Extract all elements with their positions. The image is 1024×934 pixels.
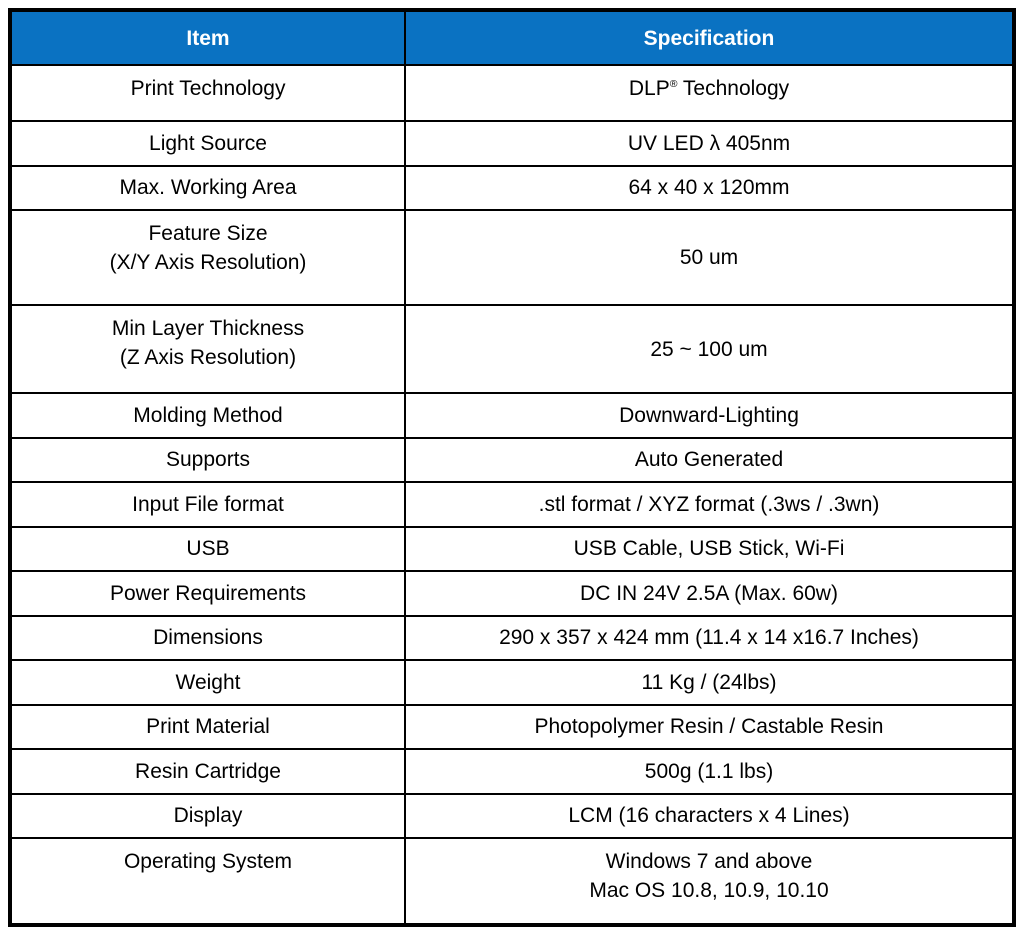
cell-line: DLP® Technology — [628, 77, 790, 100]
table-header-row: Item Specification — [12, 12, 1012, 66]
cell-line: Molding Method — [133, 403, 283, 427]
spec-cell: 290 x 357 x 424 mm (11.4 x 14 x16.7 Inch… — [406, 617, 1012, 660]
item-cell: Print Material — [12, 705, 406, 748]
cell-line: Display — [173, 804, 243, 828]
cell-line: Mac OS 10.8, 10.9, 10.10 — [589, 879, 829, 902]
spec-cell: 64 x 40 x 120mm — [406, 167, 1012, 210]
item-cell: Resin Cartridge — [12, 750, 406, 793]
table-row: Input File format .stl format / XYZ forma… — [12, 483, 1012, 528]
cell-line: (X/Y Axis Resolution) — [109, 251, 307, 274]
table-row: Max. Working Area 64 x 40 x 120mm — [12, 166, 1012, 211]
cell-line: Supports — [165, 448, 251, 472]
item-cell: Print Technology — [12, 66, 406, 120]
cell-line: Min Layer Thickness — [111, 317, 305, 340]
cell-line: .stl format / XYZ format (.3ws / .3wn) — [538, 492, 880, 516]
cell-line: 50 um — [679, 246, 739, 269]
table-row: Light Source UV LED λ 405nm — [12, 122, 1012, 167]
cell-line: Operating System — [123, 850, 293, 873]
cell-line: Resin Cartridge — [135, 759, 281, 783]
item-cell: Weight — [12, 661, 406, 704]
cell-line: USB Cable, USB Stick, Wi-Fi — [573, 537, 845, 561]
table-row: Display LCM (16 characters x 4 Lines) — [12, 794, 1012, 839]
item-cell: USB — [12, 527, 406, 570]
spec-cell: Downward-Lighting — [406, 394, 1012, 437]
table-row: Dimensions 290 x 357 x 424 mm (11.4 x 14 … — [12, 616, 1012, 661]
item-cell: Power Requirements — [12, 572, 406, 615]
spec-cell: .stl format / XYZ format (.3ws / .3wn) — [406, 483, 1012, 526]
item-cell: Supports — [12, 438, 406, 481]
spec-cell: 11 Kg / (24lbs) — [406, 661, 1012, 704]
spec-cell: 500g (1.1 lbs) — [406, 750, 1012, 793]
table-row: Resin Cartridge 500g (1.1 lbs) — [12, 750, 1012, 795]
item-cell: Dimensions — [12, 616, 406, 659]
spec-cell: UV LED λ 405nm — [406, 122, 1012, 165]
specification-table: Item Specification Print Technology DLP® … — [8, 8, 1016, 927]
cell-line: 290 x 357 x 424 mm (11.4 x 14 x16.7 Inch… — [499, 626, 919, 650]
spec-cell: Windows 7 and above Mac OS 10.8, 10.9, 10… — [406, 839, 1012, 923]
cell-line: 500g (1.1 lbs) — [644, 759, 774, 783]
cell-line: USB — [186, 537, 230, 561]
spec-cell: USB Cable, USB Stick, Wi-Fi — [406, 528, 1012, 571]
cell-line: 11 Kg / (24lbs) — [641, 670, 777, 694]
table-row: Supports Auto Generated — [12, 438, 1012, 483]
item-cell: Feature Size (X/Y Axis Resolution) — [12, 211, 406, 304]
cell-line: 25 ~ 100 um — [650, 337, 768, 361]
cell-line: Input File format — [132, 492, 284, 516]
cell-line: Print Material — [146, 715, 270, 739]
registered-trademark-symbol: ® — [669, 78, 678, 90]
spec-cell: 25 ~ 100 um — [406, 306, 1012, 392]
spec-cell: Photopolymer Resin / Castable Resin — [406, 706, 1012, 749]
table-row: Feature Size (X/Y Axis Resolution) 50 um — [12, 211, 1012, 306]
table-row: Operating System Windows 7 and above Mac O… — [12, 839, 1012, 923]
cell-line: 64 x 40 x 120mm — [628, 176, 790, 200]
item-cell: Operating System — [12, 839, 406, 923]
cell-line: Windows 7 and above — [605, 850, 813, 873]
cell-line: UV LED λ 405nm — [627, 131, 791, 155]
spec-cell: Auto Generated — [406, 439, 1012, 482]
spec-cell: 50 um — [406, 211, 1012, 304]
table-row: Weight 11 Kg / (24lbs) — [12, 661, 1012, 706]
spec-cell: DC IN 24V 2.5A (Max. 60w) — [406, 572, 1012, 615]
header-specification: Specification — [643, 26, 775, 50]
cell-line: LCM (16 characters x 4 Lines) — [568, 804, 850, 828]
cell-line: Print Technology — [130, 77, 286, 100]
cell-line: Auto Generated — [634, 448, 784, 472]
cell-line: Feature Size — [148, 222, 268, 245]
cell-line: Power Requirements — [109, 581, 307, 605]
item-cell: Min Layer Thickness (Z Axis Resolution) — [12, 306, 406, 392]
cell-line: Max. Working Area — [119, 176, 297, 200]
item-cell: Molding Method — [12, 394, 406, 437]
cell-line: Light Source — [149, 131, 267, 155]
spec-cell: DLP® Technology — [406, 66, 1012, 120]
cell-line: Dimensions — [153, 626, 263, 650]
header-item: Item — [12, 12, 406, 64]
cell-line: Photopolymer Resin / Castable Resin — [534, 715, 884, 739]
cell-line: Downward-Lighting — [619, 403, 799, 427]
item-cell: Max. Working Area — [12, 166, 406, 209]
table-row: Molding Method Downward-Lighting — [12, 394, 1012, 439]
table-row: Print Material Photopolymer Resin / Casta… — [12, 705, 1012, 750]
cell-line: DC IN 24V 2.5A (Max. 60w) — [580, 581, 838, 605]
item-cell: Light Source — [12, 122, 406, 165]
cell-line: Weight — [175, 670, 241, 694]
table-row: Print Technology DLP® Technology — [12, 66, 1012, 122]
spec-cell: LCM (16 characters x 4 Lines) — [406, 795, 1012, 838]
item-cell: Display — [12, 794, 406, 837]
cell-line: (Z Axis Resolution) — [119, 346, 297, 369]
table-row: Min Layer Thickness (Z Axis Resolution) 25… — [12, 306, 1012, 394]
item-cell: Input File format — [12, 483, 406, 526]
table-body: Print Technology DLP® Technology Light Sou… — [12, 66, 1012, 923]
table-row: USB USB Cable, USB Stick, Wi-Fi — [12, 527, 1012, 572]
table-row: Power Requirements DC IN 24V 2.5A (Max. 6… — [12, 572, 1012, 617]
